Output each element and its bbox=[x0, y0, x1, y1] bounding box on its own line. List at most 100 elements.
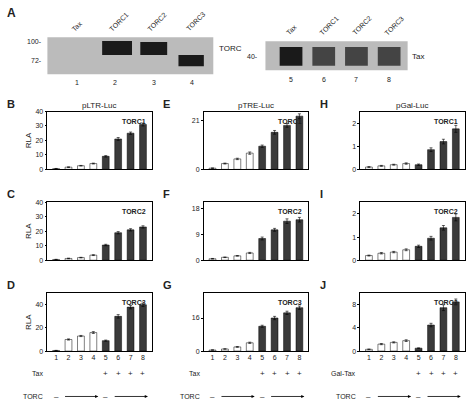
svg-text:40-: 40- bbox=[247, 53, 258, 60]
svg-text:+: + bbox=[103, 369, 108, 378]
svg-text:100-: 100- bbox=[27, 38, 42, 45]
svg-text:8: 8 bbox=[297, 354, 301, 361]
svg-text:4: 4 bbox=[91, 354, 95, 361]
svg-text:1: 1 bbox=[54, 354, 58, 361]
svg-text:+: + bbox=[441, 369, 446, 378]
svg-text:1: 1 bbox=[352, 234, 356, 241]
svg-text:30: 30 bbox=[35, 213, 43, 220]
svg-text:Tax: Tax bbox=[70, 20, 83, 33]
svg-text:+: + bbox=[140, 369, 145, 378]
svg-text:0: 0 bbox=[352, 166, 356, 173]
svg-text:72-: 72- bbox=[31, 57, 42, 64]
svg-text:TORC3: TORC3 bbox=[278, 299, 302, 306]
svg-text:5: 5 bbox=[260, 354, 264, 361]
svg-text:+: + bbox=[453, 369, 458, 378]
svg-text:3: 3 bbox=[152, 79, 156, 86]
svg-text:0: 0 bbox=[39, 348, 43, 355]
svg-text:TORC2: TORC2 bbox=[146, 11, 168, 33]
svg-text:0: 0 bbox=[196, 348, 200, 355]
svg-text:7: 7 bbox=[354, 76, 358, 83]
svg-text:1: 1 bbox=[211, 354, 215, 361]
svg-text:TORC: TORC bbox=[23, 393, 43, 400]
svg-text:10: 10 bbox=[35, 242, 43, 249]
svg-text:+: + bbox=[272, 369, 277, 378]
svg-text:8: 8 bbox=[454, 354, 458, 361]
svg-text:20: 20 bbox=[35, 324, 43, 331]
svg-text:TORC2: TORC2 bbox=[351, 14, 373, 36]
svg-text:TORC: TORC bbox=[219, 44, 242, 53]
svg-text:TORC3: TORC3 bbox=[185, 10, 207, 32]
svg-text:H: H bbox=[320, 98, 328, 110]
svg-text:–: – bbox=[54, 392, 59, 401]
svg-text:6: 6 bbox=[116, 354, 120, 361]
svg-text:TORC1: TORC1 bbox=[434, 118, 458, 125]
svg-text:6: 6 bbox=[322, 76, 326, 83]
svg-text:8: 8 bbox=[141, 354, 145, 361]
svg-text:Gal-Tax: Gal-Tax bbox=[331, 370, 356, 377]
svg-text:Tax: Tax bbox=[189, 370, 200, 377]
svg-text:20: 20 bbox=[35, 228, 43, 235]
svg-text:Tax: Tax bbox=[32, 370, 43, 377]
svg-text:TORC2: TORC2 bbox=[122, 208, 146, 215]
svg-text:TORC3: TORC3 bbox=[122, 299, 146, 306]
svg-text:2: 2 bbox=[67, 354, 71, 361]
svg-text:A: A bbox=[7, 6, 16, 20]
svg-text:0: 0 bbox=[39, 166, 43, 173]
svg-text:0: 0 bbox=[196, 257, 200, 264]
svg-text:18: 18 bbox=[192, 205, 200, 212]
svg-text:+: + bbox=[297, 369, 302, 378]
svg-text:16: 16 bbox=[192, 314, 200, 321]
svg-text:I: I bbox=[320, 188, 323, 200]
svg-text:7: 7 bbox=[441, 354, 445, 361]
svg-text:1: 1 bbox=[75, 79, 79, 86]
svg-text:40: 40 bbox=[35, 108, 43, 115]
svg-text:RLA: RLA bbox=[24, 314, 33, 330]
svg-text:40: 40 bbox=[35, 301, 43, 308]
svg-text:1: 1 bbox=[352, 143, 356, 150]
svg-text:+: + bbox=[116, 369, 121, 378]
svg-text:D: D bbox=[7, 279, 15, 291]
svg-text:7: 7 bbox=[285, 354, 289, 361]
svg-text:+: + bbox=[416, 369, 421, 378]
svg-text:40: 40 bbox=[35, 199, 43, 206]
svg-text:RLA: RLA bbox=[24, 132, 33, 148]
svg-text:TORC1: TORC1 bbox=[278, 118, 302, 125]
svg-text:TORC: TORC bbox=[336, 393, 356, 400]
svg-text:5: 5 bbox=[289, 76, 293, 83]
svg-text:F: F bbox=[163, 188, 170, 200]
svg-text:9: 9 bbox=[196, 231, 200, 238]
svg-text:6: 6 bbox=[273, 354, 277, 361]
svg-text:pTRE-Luc: pTRE-Luc bbox=[238, 101, 274, 110]
svg-text:TORC1: TORC1 bbox=[318, 15, 340, 37]
svg-text:TORC3: TORC3 bbox=[383, 15, 405, 37]
svg-text:Tax: Tax bbox=[285, 23, 298, 36]
svg-text:1: 1 bbox=[367, 354, 371, 361]
svg-text:3: 3 bbox=[392, 354, 396, 361]
svg-text:E: E bbox=[163, 98, 170, 110]
svg-text:TORC3: TORC3 bbox=[434, 299, 458, 306]
svg-text:Tax: Tax bbox=[412, 52, 424, 61]
svg-text:0: 0 bbox=[352, 257, 356, 264]
svg-text:pLTR-Luc: pLTR-Luc bbox=[82, 101, 117, 110]
svg-text:3: 3 bbox=[235, 354, 239, 361]
svg-text:RLA: RLA bbox=[24, 223, 33, 239]
svg-text:TORC1: TORC1 bbox=[108, 11, 130, 33]
svg-text:21: 21 bbox=[192, 117, 200, 124]
svg-text:–: – bbox=[260, 392, 265, 401]
svg-text:5: 5 bbox=[104, 354, 108, 361]
svg-text:20: 20 bbox=[35, 137, 43, 144]
svg-text:4: 4 bbox=[352, 324, 356, 331]
svg-text:8: 8 bbox=[387, 76, 391, 83]
svg-text:+: + bbox=[429, 369, 434, 378]
svg-text:2: 2 bbox=[379, 354, 383, 361]
svg-text:–: – bbox=[366, 392, 371, 401]
svg-text:2: 2 bbox=[223, 354, 227, 361]
svg-text:6: 6 bbox=[429, 354, 433, 361]
svg-text:4: 4 bbox=[248, 354, 252, 361]
svg-text:–: – bbox=[103, 392, 108, 401]
svg-text:8: 8 bbox=[352, 301, 356, 308]
svg-text:TORC1: TORC1 bbox=[122, 118, 146, 125]
svg-text:G: G bbox=[163, 279, 172, 291]
svg-text:–: – bbox=[416, 392, 421, 401]
svg-text:4: 4 bbox=[190, 79, 194, 86]
